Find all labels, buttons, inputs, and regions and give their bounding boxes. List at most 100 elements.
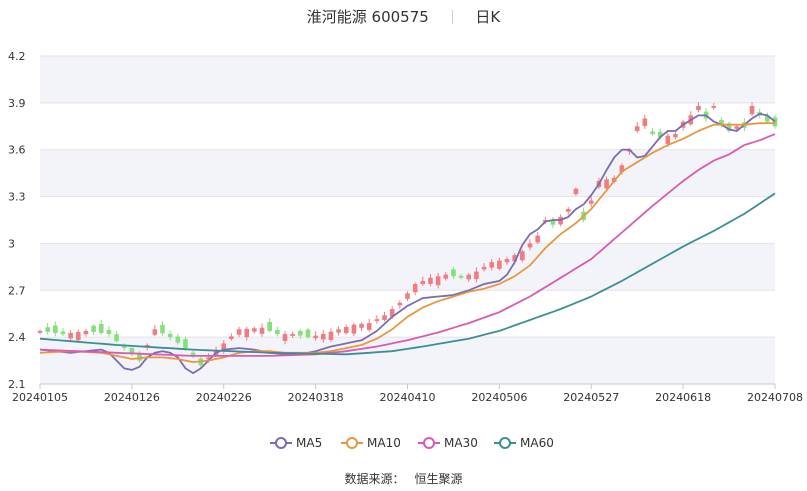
candle-body xyxy=(98,324,104,333)
grid-band xyxy=(40,243,775,291)
source-label: 数据来源： xyxy=(344,472,405,486)
grid-band xyxy=(40,337,775,384)
candle-body xyxy=(642,118,648,127)
candle-body xyxy=(535,235,540,243)
candle-body xyxy=(290,334,295,336)
legend-label-ma10: MA10 xyxy=(367,436,401,450)
candle-body xyxy=(68,332,73,339)
candle-body xyxy=(106,330,112,335)
ma-line-ma10 xyxy=(39,122,775,363)
candle-body xyxy=(481,266,487,270)
x-tick-label: 20240318 xyxy=(288,391,344,404)
candle-body xyxy=(37,330,43,333)
y-tick-label: 2.7 xyxy=(8,284,26,297)
grid-band xyxy=(40,56,775,103)
candle-body xyxy=(114,334,119,342)
candle-body xyxy=(60,331,66,335)
candle-body xyxy=(328,331,334,340)
candle-body xyxy=(382,315,387,320)
candle-body xyxy=(206,357,211,360)
x-tick-label: 20240410 xyxy=(380,391,436,404)
candle-body xyxy=(305,329,311,338)
candle-body xyxy=(229,336,234,339)
y-tick-label: 3.9 xyxy=(8,97,26,110)
candle-body xyxy=(412,284,418,293)
candle-body xyxy=(726,123,732,131)
candle-body xyxy=(604,179,609,189)
candle-body xyxy=(711,105,717,108)
x-tick-label: 20240105 xyxy=(12,391,68,404)
candle-body xyxy=(275,330,280,335)
x-tick-label: 20240506 xyxy=(471,391,527,404)
legend-label-ma5: MA5 xyxy=(296,436,322,450)
y-tick-label: 2.4 xyxy=(8,331,26,344)
candle-body xyxy=(749,105,755,115)
candle-body xyxy=(359,323,364,328)
candle-body xyxy=(351,324,357,334)
candle-body xyxy=(221,343,227,351)
x-tick-label: 20240126 xyxy=(104,391,160,404)
candle-body xyxy=(550,219,556,225)
legend-marker-ma30 xyxy=(423,437,435,449)
candle-body xyxy=(512,255,517,262)
candle-body xyxy=(366,323,372,330)
title-separator xyxy=(451,9,453,24)
candle-body xyxy=(244,328,250,338)
candle-body xyxy=(167,333,173,338)
candle-body xyxy=(129,348,135,353)
legend-label-ma30: MA30 xyxy=(444,436,478,450)
stock-title: 淮河能源 600575 xyxy=(306,8,429,26)
candle-body xyxy=(267,321,272,331)
candle-body xyxy=(657,131,663,138)
candle-body xyxy=(160,324,165,334)
candle-body xyxy=(588,200,594,204)
ma-line-ma30 xyxy=(39,133,776,357)
source-provider: 恒生聚源 xyxy=(414,472,463,486)
candle-body xyxy=(53,325,58,333)
candle-body xyxy=(190,352,196,357)
candle-body xyxy=(673,134,678,138)
ma-line-ma5 xyxy=(39,112,776,374)
candle-body xyxy=(45,327,50,332)
candle-body xyxy=(435,276,441,286)
candle-body xyxy=(527,243,533,248)
candle-body xyxy=(298,330,303,336)
candle-body xyxy=(175,336,181,343)
candle-body xyxy=(650,131,655,135)
candle-body xyxy=(236,329,242,335)
candle-body xyxy=(520,251,525,261)
legend-label-ma60: MA60 xyxy=(520,436,554,450)
y-tick-label: 4.2 xyxy=(8,50,26,63)
candle-body xyxy=(137,353,142,361)
candle-body xyxy=(374,319,380,322)
candle-body xyxy=(121,346,127,349)
grid-band xyxy=(40,149,775,197)
candle-body xyxy=(696,105,701,110)
ma-line-ma60 xyxy=(39,192,776,356)
x-tick-label: 20240226 xyxy=(196,391,252,404)
candle-body xyxy=(183,339,188,349)
candle-body xyxy=(665,135,671,144)
candle-body xyxy=(152,329,158,335)
candle-body xyxy=(343,326,349,334)
candle-body xyxy=(397,302,403,306)
candle-body xyxy=(75,331,81,341)
legend-marker-ma60 xyxy=(499,437,511,449)
candle-body xyxy=(405,293,410,299)
candle-body xyxy=(619,165,625,173)
candle-body xyxy=(765,115,770,122)
candle-body xyxy=(565,209,571,212)
candle-body xyxy=(252,328,257,332)
candle-body xyxy=(489,262,495,268)
x-tick-label: 20240527 xyxy=(563,391,619,404)
candle-body xyxy=(420,280,426,285)
candle-body xyxy=(734,126,740,129)
candle-body xyxy=(634,126,640,131)
y-tick-label: 3 xyxy=(8,237,15,250)
candle-body xyxy=(772,117,778,127)
data-source: 数据来源： 恒生聚源 xyxy=(0,470,807,487)
candle-body xyxy=(389,309,395,317)
candle-body xyxy=(466,274,472,280)
candle-body xyxy=(451,269,456,277)
